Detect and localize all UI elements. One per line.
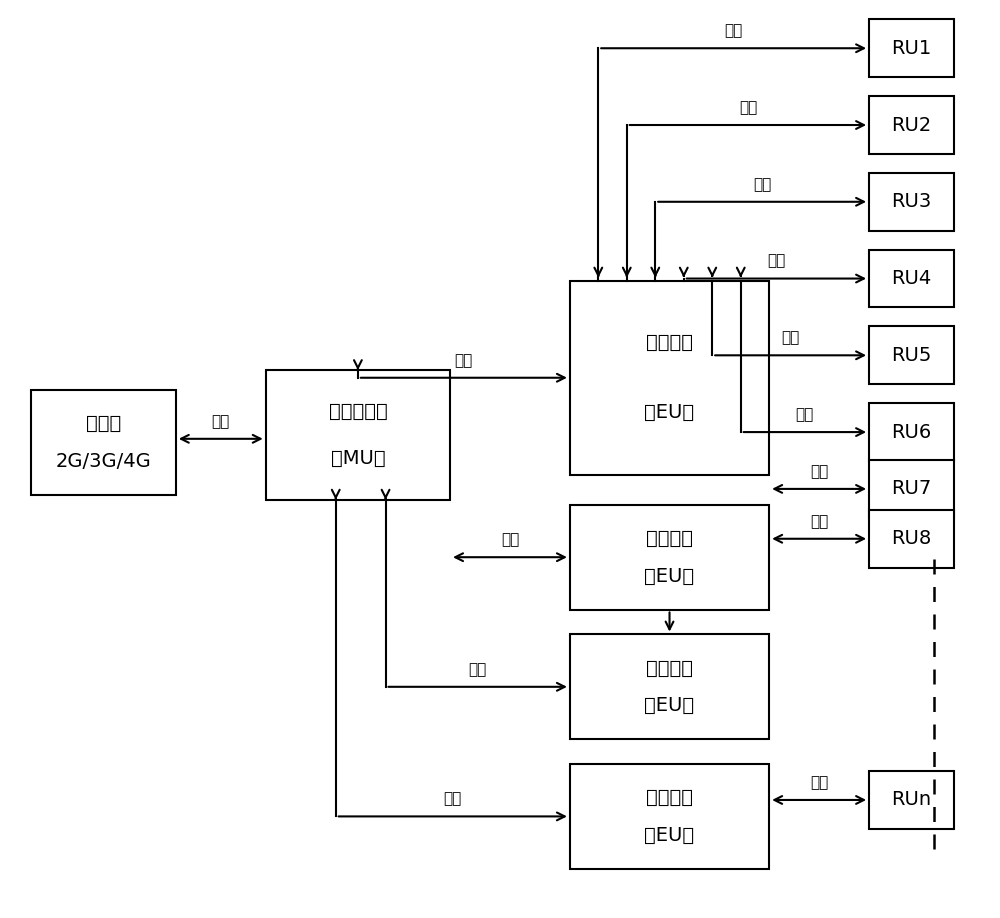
Text: RU4: RU4 [891,269,931,288]
Text: RU1: RU1 [891,39,931,58]
Bar [869,509,954,567]
Text: （MU）: （MU） [331,449,385,468]
Bar [869,19,954,77]
Text: 光纤: 光纤 [444,791,462,806]
Bar [570,505,769,610]
Bar [869,250,954,308]
Text: 2G/3G/4G: 2G/3G/4G [56,452,151,471]
Text: RU2: RU2 [891,116,931,135]
Text: 光纤: 光纤 [725,23,743,39]
Text: （EU）: （EU） [644,403,695,422]
Text: 光纤: 光纤 [501,532,519,547]
Text: 馈线: 馈线 [212,414,230,429]
Bar [570,764,769,868]
Text: RU8: RU8 [891,530,931,548]
Text: 光纤: 光纤 [739,100,757,115]
Text: 光纤: 光纤 [455,353,473,368]
Text: （EU）: （EU） [644,566,695,586]
Bar [570,281,769,475]
Text: （EU）: （EU） [644,696,695,715]
Text: 光纤: 光纤 [469,662,487,677]
Bar [869,771,954,829]
Text: RU5: RU5 [891,346,932,364]
Text: 光纤: 光纤 [810,514,828,529]
Text: 光纤: 光纤 [767,253,785,269]
Bar [266,370,450,500]
Text: 扩展单元: 扩展单元 [646,333,693,353]
Text: 光纤: 光纤 [781,330,800,345]
Text: 扩展单元: 扩展单元 [646,658,693,677]
Text: 光纤: 光纤 [753,177,771,192]
Text: 扩展单元: 扩展单元 [646,788,693,807]
Bar [869,460,954,518]
Text: （EU）: （EU） [644,826,695,845]
Text: 光纤: 光纤 [796,407,814,422]
Text: 信号源: 信号源 [86,414,121,433]
Text: 扩展单元: 扩展单元 [646,529,693,548]
Text: RU3: RU3 [891,192,931,211]
Text: 光纤: 光纤 [810,775,828,790]
Bar [869,327,954,385]
Text: RU6: RU6 [891,422,931,442]
Text: RUn: RUn [891,790,931,810]
Bar [31,390,176,495]
Bar [869,173,954,230]
Text: RU7: RU7 [891,479,931,498]
Bar [869,403,954,461]
Bar [570,634,769,739]
Text: 光纤: 光纤 [810,464,828,479]
Bar [869,96,954,154]
Text: 主接入单元: 主接入单元 [329,402,387,421]
